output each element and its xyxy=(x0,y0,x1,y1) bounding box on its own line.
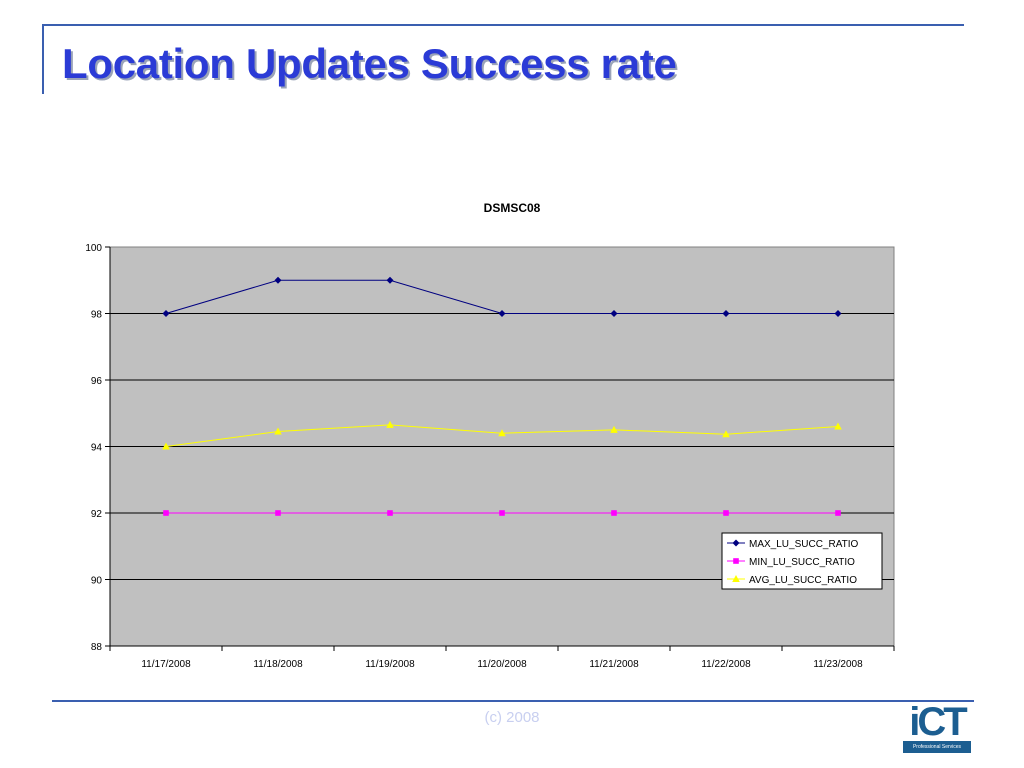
legend-label-MAX_LU_SUCC_RATIO: MAX_LU_SUCC_RATIO xyxy=(749,539,859,550)
data-point-MAX_LU_SUCC_RATIO-0 xyxy=(162,310,170,317)
ict-logo-icon: iCT Professional Services xyxy=(903,700,971,753)
series-MAX_LU_SUCC_RATIO xyxy=(162,276,842,317)
legend-box xyxy=(721,532,883,590)
y-tick-label-94: 94 xyxy=(91,443,103,454)
data-point-MAX_LU_SUCC_RATIO-6 xyxy=(834,310,842,317)
x-tick-label-0: 11/17/2008 xyxy=(141,659,191,670)
data-point-AVG_LU_SUCC_RATIO-5 xyxy=(722,430,730,438)
y-tick-label-90: 90 xyxy=(91,576,103,587)
legend-label-MIN_LU_SUCC_RATIO: MIN_LU_SUCC_RATIO xyxy=(749,557,855,568)
x-tick-label-2: 11/19/2008 xyxy=(365,659,415,670)
title-top-rule xyxy=(42,24,964,26)
data-point-MIN_LU_SUCC_RATIO-1 xyxy=(275,510,281,516)
x-tick-label-1: 11/18/2008 xyxy=(253,659,303,670)
footer-rule xyxy=(52,700,974,702)
slide-title: Location Updates Success rate xyxy=(62,40,677,87)
data-point-MIN_LU_SUCC_RATIO-0 xyxy=(163,510,169,516)
chart-title: DSMSC08 xyxy=(484,201,541,215)
data-point-AVG_LU_SUCC_RATIO-6 xyxy=(834,422,842,430)
logo-subtitle: Professional Services xyxy=(903,741,971,753)
data-point-AVG_LU_SUCC_RATIO-1 xyxy=(274,427,282,435)
y-tick-label-100: 100 xyxy=(85,243,102,254)
data-point-AVG_LU_SUCC_RATIO-3 xyxy=(498,429,506,437)
legend-marker-AVG_LU_SUCC_RATIO xyxy=(732,575,740,582)
legend-label-AVG_LU_SUCC_RATIO: AVG_LU_SUCC_RATIO xyxy=(749,575,857,586)
data-point-MAX_LU_SUCC_RATIO-5 xyxy=(722,310,730,317)
data-point-MIN_LU_SUCC_RATIO-6 xyxy=(835,510,841,516)
x-tick-label-6: 11/23/2008 xyxy=(813,659,863,670)
logo-word: iCT xyxy=(909,700,967,744)
y-tick-label-88: 88 xyxy=(91,642,103,653)
legend-marker-MIN_LU_SUCC_RATIO xyxy=(733,558,739,564)
data-point-MIN_LU_SUCC_RATIO-2 xyxy=(387,510,393,516)
data-point-MIN_LU_SUCC_RATIO-5 xyxy=(723,510,729,516)
line-chart: DSMSC08 88 90 92 94 96 98 100 11/17/2008 11/18/20… xyxy=(85,201,895,670)
data-point-MAX_LU_SUCC_RATIO-4 xyxy=(610,310,618,317)
title-left-rule xyxy=(42,24,44,94)
data-point-MAX_LU_SUCC_RATIO-2 xyxy=(386,276,394,284)
data-point-MAX_LU_SUCC_RATIO-3 xyxy=(498,310,506,317)
data-point-AVG_LU_SUCC_RATIO-4 xyxy=(610,425,618,433)
x-tick-label-4: 11/21/2008 xyxy=(589,659,639,670)
x-tick-label-5: 11/22/2008 xyxy=(701,659,751,670)
footer-copyright: (c) 2008 xyxy=(484,709,540,726)
data-point-MAX_LU_SUCC_RATIO-1 xyxy=(274,276,282,284)
data-point-AVG_LU_SUCC_RATIO-0 xyxy=(162,442,170,450)
series-AVG_LU_SUCC_RATIO xyxy=(162,420,842,450)
legend: MAX_LU_SUCC_RATIO MIN_LU_SUCC_RATIO AVG_LU… xyxy=(721,532,883,590)
y-tick-label-92: 92 xyxy=(91,509,103,520)
y-tick-label-96: 96 xyxy=(91,376,103,387)
data-point-MIN_LU_SUCC_RATIO-4 xyxy=(611,510,617,516)
x-tick-label-3: 11/20/2008 xyxy=(477,659,527,670)
series-MIN_LU_SUCC_RATIO xyxy=(163,510,841,516)
legend-marker-MAX_LU_SUCC_RATIO xyxy=(732,539,740,547)
data-point-AVG_LU_SUCC_RATIO-2 xyxy=(386,420,394,428)
y-tick-label-98: 98 xyxy=(91,310,103,321)
data-point-MIN_LU_SUCC_RATIO-3 xyxy=(499,510,505,516)
